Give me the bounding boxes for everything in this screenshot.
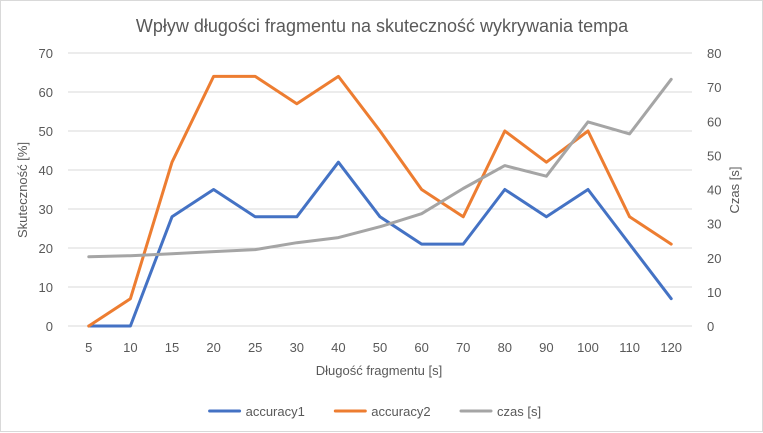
x-tick-label: 5 bbox=[85, 340, 92, 355]
right-tick-label: 70 bbox=[707, 80, 721, 95]
right-tick-label: 40 bbox=[707, 183, 721, 198]
left-tick-label: 50 bbox=[39, 124, 53, 139]
x-tick-label: 80 bbox=[498, 340, 512, 355]
right-tick-label: 20 bbox=[707, 251, 721, 266]
left-tick-label: 30 bbox=[39, 202, 53, 217]
x-tick-label: 15 bbox=[165, 340, 179, 355]
left-tick-label: 70 bbox=[39, 46, 53, 61]
x-tick-label: 25 bbox=[248, 340, 262, 355]
left-tick-label: 60 bbox=[39, 85, 53, 100]
right-tick-label: 50 bbox=[707, 148, 721, 163]
x-tick-label: 60 bbox=[414, 340, 428, 355]
x-tick-label: 30 bbox=[290, 340, 304, 355]
legend-item-accuracy2: accuracy2 bbox=[333, 404, 431, 419]
left-tick-label: 20 bbox=[39, 241, 53, 256]
left-tick-label: 0 bbox=[46, 319, 53, 334]
right-tick-label: 30 bbox=[707, 217, 721, 232]
y-axis-label: Skuteczność [%] bbox=[15, 142, 30, 238]
x-tick-label: 40 bbox=[331, 340, 345, 355]
left-tick-label: 10 bbox=[39, 280, 53, 295]
right-tick-label: 0 bbox=[707, 319, 714, 334]
gridlines bbox=[68, 52, 692, 327]
x-tick-label: 110 bbox=[619, 340, 640, 355]
series-lines bbox=[87, 74, 673, 328]
x-axis-label: Długość fragmentu [s] bbox=[316, 363, 442, 378]
left-tick-label: 40 bbox=[39, 163, 53, 178]
legend-item-accuracy1: accuracy1 bbox=[208, 404, 305, 419]
legend-item-czas-s: czas [s] bbox=[459, 404, 541, 419]
legend-label: accuracy1 bbox=[246, 404, 305, 419]
right-axis-ticks: 0 10 20 30 40 50 60 70 80 bbox=[707, 46, 721, 334]
chart-title: Wpływ długości fragmentu na skuteczność … bbox=[136, 16, 629, 36]
x-tick-label: 50 bbox=[373, 340, 387, 355]
left-axis-ticks: 0 10 20 30 40 50 60 70 bbox=[39, 46, 53, 334]
right-tick-label: 10 bbox=[707, 285, 721, 300]
series-line-accuracy2 bbox=[87, 74, 673, 328]
legend: accuracy1 accuracy2 czas [s] bbox=[208, 404, 541, 419]
x-tick-label: 20 bbox=[206, 340, 220, 355]
x-tick-label: 100 bbox=[577, 340, 599, 355]
x-tick-label: 70 bbox=[456, 340, 470, 355]
right-tick-label: 60 bbox=[707, 114, 721, 129]
series-line-accuracy1 bbox=[87, 160, 673, 328]
right-tick-label: 80 bbox=[707, 46, 721, 61]
x-axis-ticks: 5 10 15 20 25 30 40 50 60 70 80 90 100 110 120 bbox=[85, 340, 682, 355]
legend-label: czas [s] bbox=[497, 404, 541, 419]
x-tick-label: 90 bbox=[539, 340, 553, 355]
series-line-czas-s bbox=[87, 77, 673, 259]
x-tick-label: 10 bbox=[123, 340, 137, 355]
y2-axis-label: Czas [s] bbox=[727, 167, 742, 214]
legend-label: accuracy2 bbox=[371, 404, 430, 419]
x-tick-label: 120 bbox=[660, 340, 682, 355]
